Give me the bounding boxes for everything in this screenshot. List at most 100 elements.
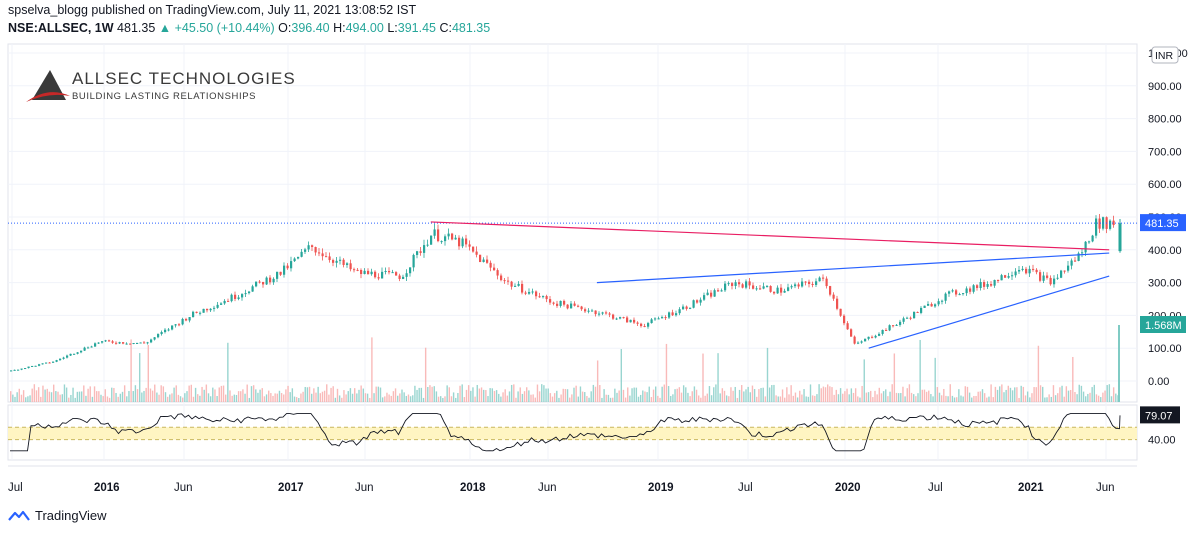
candle-body: [997, 279, 1000, 281]
volume-bar: [876, 394, 878, 402]
volume-bar: [151, 390, 154, 402]
volume-bar: [1097, 395, 1100, 402]
time-tick-label: Jul: [8, 482, 23, 494]
rsi-value-tag: [1140, 406, 1180, 424]
candle-body: [608, 313, 611, 315]
candle-body: [755, 288, 758, 290]
volume-bar: [906, 388, 908, 402]
trendline: [596, 252, 1110, 284]
volume-bar: [474, 396, 476, 402]
volume-bar: [459, 385, 461, 402]
volume-bar: [930, 394, 932, 402]
volume-bar: [407, 394, 410, 402]
volume-bar: [1082, 391, 1085, 402]
volume-bar: [371, 337, 373, 402]
candle-body: [514, 285, 517, 287]
candle-body: [1014, 271, 1017, 276]
volume-bar: [510, 384, 513, 402]
candle-body: [570, 303, 573, 309]
candle-body: [1060, 270, 1063, 278]
candle-body: [164, 329, 167, 333]
volume-bar: [1063, 396, 1065, 402]
volume-bar: [695, 389, 698, 402]
volume-bar: [676, 388, 678, 402]
volume-bar: [295, 397, 298, 402]
candle-body: [874, 335, 877, 338]
volume-bar: [334, 397, 337, 402]
volume-bar: [429, 385, 431, 402]
volume-bar: [351, 393, 354, 402]
volume-bar: [1059, 387, 1061, 402]
volume-bar: [885, 389, 887, 402]
volume-bar: [986, 397, 988, 402]
volume-bar: [805, 396, 807, 402]
candle-body: [10, 370, 13, 372]
volume-bar: [177, 394, 180, 402]
volume-bar: [448, 387, 450, 402]
volume-bar: [923, 389, 926, 402]
volume-bar: [988, 396, 990, 402]
volume-bar: [790, 385, 792, 402]
volume-bar: [517, 391, 519, 402]
volume-bar: [979, 391, 982, 402]
candle-body: [339, 259, 342, 261]
volume-bar: [364, 393, 367, 402]
volume-bar: [562, 388, 564, 402]
volume-bar: [1085, 396, 1087, 402]
volume-bar: [1067, 390, 1070, 402]
candle-body: [542, 296, 545, 298]
volume-bar: [827, 384, 829, 402]
price-tick-label: 800.00: [1148, 114, 1182, 126]
volume-bar: [545, 388, 547, 402]
candle-body: [598, 313, 601, 315]
candle-body: [237, 297, 240, 299]
candle-body: [867, 336, 870, 339]
candle-body: [1032, 268, 1035, 270]
volume-bar: [437, 396, 440, 402]
volume-bar: [891, 384, 893, 402]
volume-bar: [156, 392, 158, 402]
candle-body: [913, 311, 916, 319]
volume-bar: [968, 392, 971, 402]
volume-bar: [573, 387, 575, 402]
volume-bar: [465, 389, 468, 402]
publisher-text: spselva_blogg published on TradingView.c…: [8, 3, 417, 17]
volume-bar: [457, 393, 459, 402]
volume-bar: [751, 385, 754, 402]
volume-bar: [781, 389, 784, 402]
volume-bar: [981, 389, 984, 402]
volume-bar: [194, 387, 197, 402]
price-tick-label: 300.00: [1148, 278, 1182, 290]
candle-body: [398, 275, 401, 279]
volume-bar: [599, 385, 601, 402]
volume-bar: [20, 394, 23, 402]
volume-bar: [902, 386, 904, 402]
candle-body: [1039, 272, 1042, 281]
candle-body: [769, 286, 772, 292]
volume-bar: [255, 389, 257, 402]
candle-body: [1112, 220, 1115, 226]
volume-bar: [799, 390, 801, 402]
volume-bar: [80, 391, 83, 402]
volume-bar: [579, 386, 582, 402]
candle-body: [773, 291, 776, 294]
candle-body: [52, 361, 55, 363]
volume-bar: [975, 395, 977, 402]
candle-body: [69, 353, 72, 356]
volume-bar: [33, 384, 36, 402]
candle-body: [1109, 220, 1112, 229]
volume-bar: [366, 393, 369, 402]
volume-bar: [332, 386, 334, 402]
volume-bar: [506, 395, 509, 402]
volume-bar: [491, 388, 493, 402]
volume-bar: [386, 392, 388, 402]
candle-body: [1070, 260, 1073, 266]
candle-body: [1118, 223, 1122, 252]
volume-tag: [1140, 316, 1186, 333]
volume-bar: [311, 393, 313, 402]
candle-body: [377, 277, 380, 279]
volume-bar: [483, 389, 485, 402]
candle-body: [73, 353, 76, 355]
candle-body: [1000, 275, 1003, 281]
